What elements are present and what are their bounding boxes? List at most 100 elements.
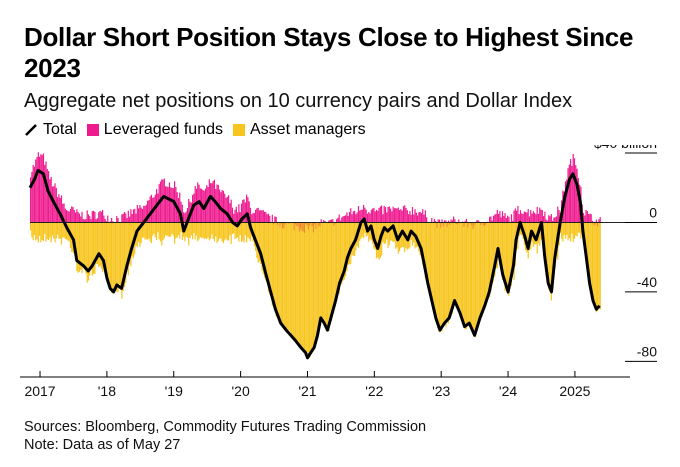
leveraged-bar <box>473 222 475 226</box>
leveraged-bar <box>595 219 597 223</box>
footer: Sources: Bloomberg, Commodity Futures Tr… <box>24 418 426 454</box>
y-tick-label: 0 <box>649 204 657 220</box>
leveraged-bar <box>167 187 169 223</box>
asset-bar <box>202 222 204 238</box>
asset-bar <box>32 222 34 241</box>
leveraged-bar <box>188 199 190 223</box>
asset-bar <box>485 224 487 306</box>
asset-bar <box>77 222 79 273</box>
leveraged-bar <box>163 178 165 223</box>
asset-bar <box>271 222 273 306</box>
leveraged-bar <box>446 222 448 228</box>
asset-bar <box>420 222 423 257</box>
asset-bar <box>306 225 308 357</box>
asset-bar <box>307 229 309 356</box>
asset-bar <box>352 222 354 256</box>
leveraged-bar <box>537 213 540 223</box>
leveraged-bar <box>36 156 38 223</box>
leveraged-bar <box>521 213 523 223</box>
leveraged-bar <box>360 209 362 223</box>
asset-bar <box>189 222 191 239</box>
asset-bar <box>46 222 48 240</box>
asset-bar <box>139 222 141 248</box>
leveraged-bar <box>136 204 138 223</box>
leveraged-bar <box>519 210 522 223</box>
leveraged-bar <box>69 208 72 223</box>
asset-bar <box>105 222 108 272</box>
leveraged-bar <box>100 211 102 223</box>
leveraged-bar <box>46 169 48 223</box>
leveraged-bar <box>441 219 443 223</box>
asset-bar <box>351 222 353 256</box>
asset-bar <box>192 222 194 240</box>
leveraged-bar <box>247 197 249 223</box>
leveraged-bar <box>91 211 93 223</box>
asset-bar <box>519 222 522 235</box>
asset-bar <box>111 222 113 293</box>
leveraged-bar <box>438 219 441 223</box>
leveraged-bar <box>318 222 320 226</box>
leveraged-bar <box>451 220 453 223</box>
leveraged-bar <box>330 219 333 223</box>
asset-bar <box>125 222 127 283</box>
asset-bar <box>333 226 335 310</box>
asset-bar <box>315 229 317 341</box>
leveraged-bar <box>260 209 262 223</box>
asset-bar <box>201 222 203 239</box>
asset-bar <box>368 222 370 242</box>
asset-bar <box>206 222 208 240</box>
leveraged-bar <box>483 222 486 226</box>
leveraged-bar <box>143 205 145 223</box>
asset-bar <box>123 222 126 288</box>
leveraged-bar <box>491 220 493 223</box>
asset-bar <box>78 222 81 272</box>
leveraged-bar <box>586 211 588 223</box>
asset-bar <box>204 222 207 239</box>
leveraged-bar <box>261 210 263 223</box>
leveraged-bar <box>435 221 437 223</box>
asset-bar <box>324 222 326 323</box>
asset-bar <box>94 222 96 274</box>
asset-bar <box>339 222 342 284</box>
leveraged-swatch-icon <box>86 124 99 136</box>
leveraged-bar <box>284 222 286 225</box>
leveraged-bar <box>505 218 507 223</box>
x-tick-label: 2017 <box>24 383 55 399</box>
leveraged-bar <box>95 219 97 223</box>
leveraged-bar <box>244 202 246 223</box>
asset-bar <box>159 222 162 242</box>
leveraged-bar <box>347 215 349 223</box>
asset-bar <box>576 222 578 237</box>
asset-bar <box>478 222 480 322</box>
sources-note: Sources: Bloomberg, Commodity Futures Tr… <box>24 419 427 435</box>
leveraged-bar <box>558 210 560 223</box>
leveraged-bar <box>273 222 275 225</box>
leveraged-bar <box>392 206 394 223</box>
asset-bar <box>548 222 550 290</box>
leveraged-bar <box>513 210 515 223</box>
asset-bar <box>598 222 600 308</box>
leveraged-bar <box>591 220 594 223</box>
leveraged-bar <box>99 210 101 223</box>
asset-bar <box>258 222 261 262</box>
x-tick-label: '22 <box>365 383 383 399</box>
leveraged-bar <box>303 222 306 234</box>
asset-bar <box>572 222 574 242</box>
leveraged-bar <box>256 208 258 223</box>
asset-bar <box>285 222 288 330</box>
leveraged-bar <box>49 179 51 223</box>
asset-bar <box>494 222 496 277</box>
leveraged-bar <box>150 194 153 223</box>
asset-bar <box>433 222 435 314</box>
leveraged-bar <box>532 211 534 223</box>
asset-bar <box>210 222 212 239</box>
asset-bar <box>48 222 50 241</box>
leveraged-bar <box>122 213 124 223</box>
asset-bar <box>64 222 66 240</box>
leveraged-bar <box>32 164 34 223</box>
asset-bar <box>85 222 87 274</box>
leveraged-bar <box>296 222 298 226</box>
asset-bar <box>112 222 114 294</box>
leveraged-bar <box>328 220 330 223</box>
asset-bar <box>80 222 82 270</box>
